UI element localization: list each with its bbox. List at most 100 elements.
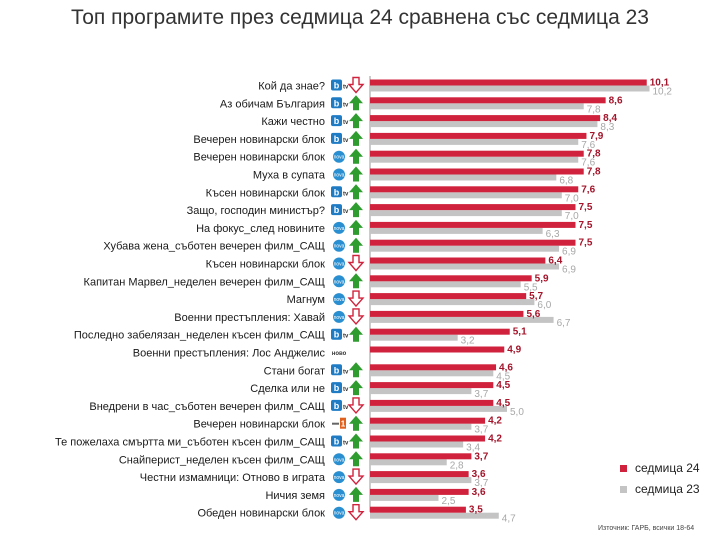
data-label-week24: 5,6 <box>526 309 540 320</box>
data-label-week23: 4,7 <box>502 514 516 525</box>
category-label: Стани богат <box>264 365 325 377</box>
data-label-week23: 3,7 <box>474 389 488 400</box>
bar-week23 <box>370 405 507 412</box>
data-label-week24: 7,5 <box>579 238 593 249</box>
bar-week24 <box>370 435 486 442</box>
legend-item-week23: седмица 23 <box>620 482 700 496</box>
bar-week24 <box>370 150 584 157</box>
btv-logo-suffix: tv <box>343 334 349 340</box>
category-label: Кой да знае? <box>258 81 325 93</box>
bar-week24 <box>370 488 469 495</box>
nova-logo-text: nova <box>334 226 345 232</box>
category-label: Късен новинарски блок <box>206 187 326 199</box>
btv-logo-letter: b <box>334 205 340 215</box>
nova-logo-text: nova <box>334 279 345 285</box>
bar-week24 <box>370 328 510 335</box>
bar-week23 <box>370 334 458 341</box>
data-label-week24: 5,1 <box>513 327 527 338</box>
trend-down-arrow-icon <box>347 76 365 94</box>
bar-week24 <box>370 364 497 371</box>
data-label-week24: 4,2 <box>488 434 502 445</box>
data-label-week24: 8,4 <box>603 113 617 124</box>
bar-week24 <box>370 97 606 104</box>
nova-logo-text: nova <box>334 262 345 268</box>
trend-down-arrow-icon <box>347 504 365 521</box>
category-label: На фокус_след новините <box>196 223 325 235</box>
legend-label-week23: седмица 23 <box>635 482 700 496</box>
btv-logo-icon <box>331 399 342 411</box>
btv-logo-suffix: tv <box>343 85 349 91</box>
chart-title: Топ програмите през седмица 24 сравнена … <box>71 6 649 29</box>
data-label-week24: 4,5 <box>496 380 510 391</box>
btv-logo-icon <box>331 204 342 216</box>
bar-week23 <box>370 103 584 110</box>
bar-week23 <box>370 121 598 128</box>
data-label-week23: 6,9 <box>562 247 576 258</box>
legend-item-week24: седмица 24 <box>620 461 700 475</box>
trend-down-arrow-icon <box>347 290 365 308</box>
data-label-week24: 7,8 <box>587 149 601 160</box>
trend-up-arrow-icon <box>349 273 363 289</box>
trend-up-arrow-icon <box>349 130 363 146</box>
bnt1-logo-icon <box>332 422 339 425</box>
data-label-week23: 10,2 <box>652 87 672 98</box>
novo-logo-icon: ново <box>332 351 347 357</box>
category-label: Последно забелязан_неделен късен филм_СА… <box>74 330 325 342</box>
data-label-week24: 7,5 <box>579 220 593 231</box>
data-label-week23: 2,5 <box>442 496 456 507</box>
bar-week23 <box>370 388 472 395</box>
nova-logo-icon <box>333 257 345 270</box>
category-label: Муха в супата <box>253 170 326 182</box>
category-label: Защо, господин министър? <box>187 205 325 217</box>
bar-week23 <box>370 477 472 484</box>
bar-week23 <box>370 192 562 199</box>
data-label-week23: 5,0 <box>510 407 524 418</box>
bar-week24 <box>370 186 579 193</box>
btv-logo-letter: b <box>334 116 340 126</box>
bar-week24 <box>370 453 472 460</box>
bar-week23 <box>370 494 439 501</box>
legend-label-week24: седмица 24 <box>635 461 700 475</box>
nova-logo-text: nova <box>334 475 345 481</box>
btv-logo-letter: b <box>334 401 340 411</box>
btv-logo-suffix: tv <box>343 209 349 215</box>
nova-logo-text: nova <box>334 173 345 179</box>
data-label-week24: 3,7 <box>474 451 488 462</box>
trend-up-arrow-icon <box>349 326 363 342</box>
trend-up-arrow-icon <box>349 380 363 396</box>
category-label: Ничия земя <box>265 490 325 502</box>
bar-week23 <box>370 174 557 181</box>
data-label-week24: 7,8 <box>587 167 601 178</box>
trend-down-arrow-icon <box>347 397 365 414</box>
trend-up-arrow-icon <box>349 166 363 182</box>
data-label-week23: 5,5 <box>524 282 538 293</box>
btv-logo-icon <box>331 132 342 144</box>
bar-week24 <box>370 168 584 175</box>
data-label-week24: 6,4 <box>548 256 562 267</box>
trend-up-arrow-icon <box>349 202 363 218</box>
btv-logo-suffix: tv <box>343 369 349 375</box>
data-label-week23: 4,5 <box>496 371 510 382</box>
data-label-week23: 7,8 <box>587 104 601 115</box>
bar-week24 <box>370 293 527 300</box>
category-label: Те пожелаха смъртта ми_съботен късен фил… <box>55 437 325 449</box>
nova-logo-text: nova <box>334 297 345 303</box>
data-label-week24: 4,6 <box>499 362 513 373</box>
category-label: Кажи честно <box>261 116 325 128</box>
legend-swatch-week24 <box>620 465 627 473</box>
btv-logo-icon <box>331 364 342 376</box>
bar-week23 <box>370 316 554 323</box>
data-label-week24: 7,6 <box>581 184 595 195</box>
bar-week24 <box>370 275 532 282</box>
data-label-week24: 5,7 <box>529 291 543 302</box>
btv-logo-suffix: tv <box>343 191 349 197</box>
bar-week24 <box>370 382 494 389</box>
btv-logo-letter: b <box>334 98 340 108</box>
category-label: Военни престъпления: Хавай <box>174 312 325 324</box>
bar-week24 <box>370 257 546 264</box>
source-note: Източник: ГАРБ, всички 18-64 <box>598 525 695 532</box>
trend-down-arrow-icon <box>347 308 365 325</box>
data-label-week23: 3,7 <box>474 478 488 489</box>
data-label-week24: 5,9 <box>535 273 549 284</box>
trend-down-arrow-icon <box>347 254 365 272</box>
